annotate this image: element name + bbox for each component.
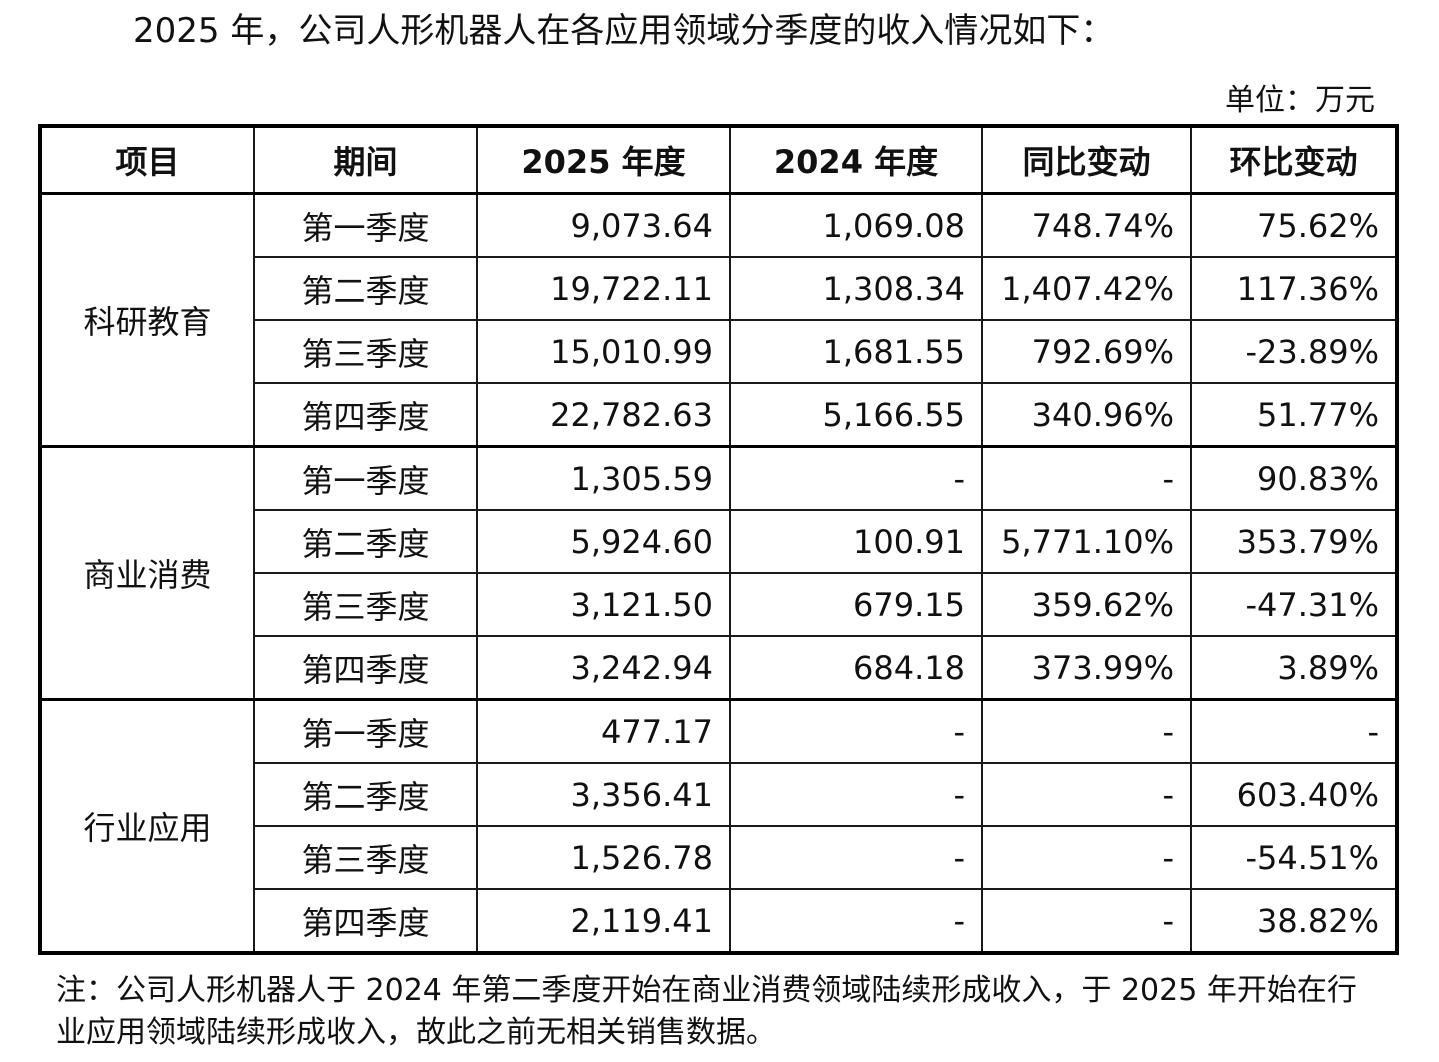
- cell-2025: 477.17: [476, 698, 731, 764]
- cell-qoq: 603.40%: [1190, 762, 1398, 827]
- cell-qoq: 75.62%: [1190, 192, 1398, 258]
- cell-period: 第三季度: [253, 572, 478, 637]
- cell-2025: 22,782.63: [476, 382, 731, 448]
- cell-2024: -: [729, 445, 983, 511]
- cell-group-name: 科研教育: [39, 192, 255, 448]
- cell-period: 第四季度: [253, 635, 478, 701]
- cell-2025: 3,242.94: [476, 635, 731, 701]
- cell-period: 第二季度: [253, 509, 478, 574]
- cell-2024: -: [729, 762, 983, 827]
- header-qoq: 环比变动: [1190, 125, 1398, 195]
- cell-qoq: 117.36%: [1190, 256, 1398, 321]
- table-row: 行业应用 第一季度 477.17- - -: [39, 698, 1398, 954]
- cell-2025: 5,924.60: [476, 509, 731, 574]
- header-yoy: 同比变动: [981, 125, 1192, 195]
- cell-2024: 1,308.34: [729, 256, 983, 321]
- cell-2025: 1,526.78: [476, 825, 731, 890]
- cell-qoq: -54.51%: [1190, 825, 1398, 890]
- cell-qoq: 3.89%: [1190, 635, 1398, 701]
- header-2025: 2025 年度: [476, 125, 731, 195]
- cell-qoq: 353.79%: [1190, 509, 1398, 574]
- cell-2024: -: [729, 698, 983, 764]
- cell-yoy: -: [981, 762, 1192, 827]
- cell-period: 第一季度: [253, 445, 478, 511]
- cell-2025: 9,073.64: [476, 192, 731, 258]
- table-row: 第四季度 3,242.94 684.18 373.99% 3.89%: [40, 635, 1398, 701]
- cell-2024: 1,069.08: [729, 192, 983, 258]
- revenue-table: 项目 期间 2025 年度 2024 年度 同比变动 环比变动 科研教育 第一季度…: [38, 124, 1399, 955]
- cell-yoy: -: [981, 825, 1192, 890]
- cell-period: 第一季度: [253, 698, 478, 764]
- cell-2024: -: [729, 888, 983, 954]
- header-period: 期间: [253, 125, 478, 195]
- cell-2024: 679.15: [729, 572, 983, 637]
- table-row: 第四季度 2,119.41- -38.82%: [40, 888, 1398, 954]
- table-header-row: 项目 期间 2025 年度 2024 年度 同比变动 环比变动: [39, 125, 1398, 195]
- cell-yoy: 340.96%: [981, 382, 1192, 448]
- cell-2024: 1,681.55: [729, 319, 983, 384]
- footnote: 注：公司人形机器人于 2024 年第二季度开始在商业消费领域陆续形成收入，于 2…: [56, 973, 1357, 1050]
- table-row: 商业消费 第一季度 1,305.59- -90.83%: [39, 445, 1398, 701]
- cell-qoq: 38.82%: [1190, 888, 1398, 954]
- cell-qoq: -23.89%: [1190, 319, 1398, 384]
- table-group: 科研教育 第一季度 9,073.64 1,069.08 748.74% 75.62% 第二季…: [39, 192, 1398, 448]
- table-row: 科研教育 第一季度 9,073.64 1,069.08 748.74% 75.62%: [39, 192, 1398, 448]
- table-group: 商业消费 第一季度 1,305.59- -90.83% 第二季度 5,924.60 100.…: [39, 445, 1398, 701]
- table-row: 第四季度 22,782.63 5,166.55 340.96% 51.77%: [40, 382, 1398, 448]
- cell-2025: 3,121.50: [476, 572, 731, 637]
- cell-2024: -: [729, 825, 983, 890]
- table-row: 第三季度 1,526.78- - -54.51%: [40, 825, 1398, 890]
- cell-2024: 5,166.55: [729, 382, 983, 448]
- intro-paragraph: 2025 年，公司人形机器人在各应用领域分季度的收入情况如下：: [133, 11, 1115, 51]
- cell-yoy: -: [981, 445, 1192, 511]
- table-group: 行业应用 第一季度 477.17- - - 第二季度 3,356.41- -603.40% 第三…: [39, 698, 1398, 954]
- cell-yoy: 359.62%: [981, 572, 1192, 637]
- cell-qoq: -: [1190, 698, 1398, 764]
- header-item: 项目: [39, 125, 255, 195]
- cell-qoq: -47.31%: [1190, 572, 1398, 637]
- cell-2025: 19,722.11: [476, 256, 731, 321]
- cell-period: 第一季度: [253, 192, 478, 258]
- table-row: 第二季度 3,356.41- -603.40%: [40, 762, 1398, 827]
- table-row: 第二季度 19,722.11 1,308.34 1,407.42% 117.36%: [40, 256, 1398, 321]
- cell-period: 第三季度: [253, 825, 478, 890]
- cell-yoy: -: [981, 698, 1192, 764]
- cell-period: 第四季度: [253, 888, 478, 954]
- cell-qoq: 51.77%: [1190, 382, 1398, 448]
- cell-yoy: 373.99%: [981, 635, 1192, 701]
- cell-period: 第二季度: [253, 762, 478, 827]
- cell-yoy: 792.69%: [981, 319, 1192, 384]
- table-row: 第二季度 5,924.60 100.91 5,771.10% 353.79%: [40, 509, 1398, 574]
- cell-yoy: 5,771.10%: [981, 509, 1192, 574]
- cell-2025: 1,305.59: [476, 445, 731, 511]
- cell-group-name: 行业应用: [39, 698, 255, 954]
- cell-2025: 2,119.41: [476, 888, 731, 954]
- cell-period: 第三季度: [253, 319, 478, 384]
- cell-group-name: 商业消费: [39, 445, 255, 701]
- cell-period: 第四季度: [253, 382, 478, 448]
- cell-yoy: -: [981, 888, 1192, 954]
- cell-yoy: 748.74%: [981, 192, 1192, 258]
- cell-2024: 684.18: [729, 635, 983, 701]
- unit-label: 单位：万元: [1225, 83, 1375, 118]
- cell-yoy: 1,407.42%: [981, 256, 1192, 321]
- cell-2025: 15,010.99: [476, 319, 731, 384]
- table-row: 第三季度 15,010.99 1,681.55 792.69% -23.89%: [40, 319, 1398, 384]
- cell-2024: 100.91: [729, 509, 983, 574]
- header-2024: 2024 年度: [729, 125, 983, 195]
- cell-qoq: 90.83%: [1190, 445, 1398, 511]
- cell-2025: 3,356.41: [476, 762, 731, 827]
- cell-period: 第二季度: [253, 256, 478, 321]
- table-row: 第三季度 3,121.50 679.15 359.62% -47.31%: [40, 572, 1398, 637]
